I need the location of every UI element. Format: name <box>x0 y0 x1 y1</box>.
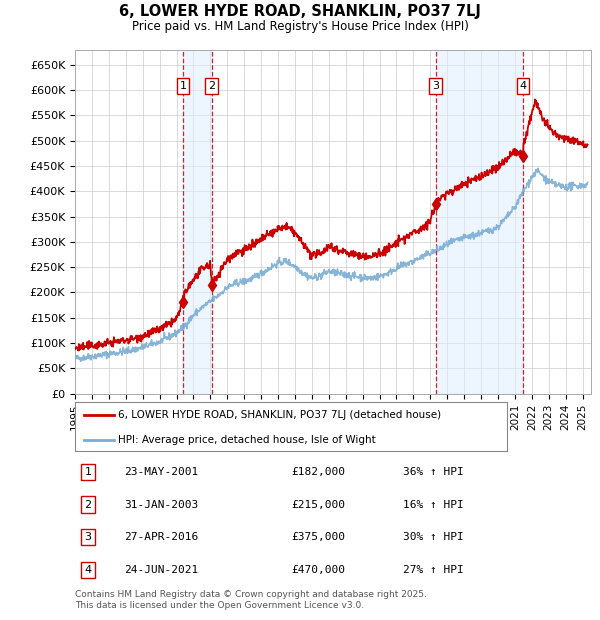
Text: 1: 1 <box>179 81 187 91</box>
Text: 24-JUN-2021: 24-JUN-2021 <box>124 565 198 575</box>
Text: Price paid vs. HM Land Registry's House Price Index (HPI): Price paid vs. HM Land Registry's House … <box>131 20 469 33</box>
Text: 4: 4 <box>520 81 527 91</box>
Text: 1: 1 <box>85 467 91 477</box>
Text: 23-MAY-2001: 23-MAY-2001 <box>124 467 198 477</box>
Text: 30% ↑ HPI: 30% ↑ HPI <box>403 532 463 542</box>
Text: £470,000: £470,000 <box>292 565 346 575</box>
Text: Contains HM Land Registry data © Crown copyright and database right 2025.
This d: Contains HM Land Registry data © Crown c… <box>75 590 427 609</box>
Text: 6, LOWER HYDE ROAD, SHANKLIN, PO37 7LJ (detached house): 6, LOWER HYDE ROAD, SHANKLIN, PO37 7LJ (… <box>118 410 442 420</box>
Text: HPI: Average price, detached house, Isle of Wight: HPI: Average price, detached house, Isle… <box>118 435 376 445</box>
Text: 27% ↑ HPI: 27% ↑ HPI <box>403 565 463 575</box>
Text: £182,000: £182,000 <box>292 467 346 477</box>
Text: £215,000: £215,000 <box>292 500 346 510</box>
Text: 31-JAN-2003: 31-JAN-2003 <box>124 500 198 510</box>
Text: 3: 3 <box>432 81 439 91</box>
Text: 2: 2 <box>208 81 215 91</box>
Text: 6, LOWER HYDE ROAD, SHANKLIN, PO37 7LJ: 6, LOWER HYDE ROAD, SHANKLIN, PO37 7LJ <box>119 4 481 19</box>
Bar <box>183 50 212 394</box>
Bar <box>436 50 523 394</box>
Text: 2: 2 <box>85 500 91 510</box>
Text: 36% ↑ HPI: 36% ↑ HPI <box>403 467 463 477</box>
Text: 16% ↑ HPI: 16% ↑ HPI <box>403 500 463 510</box>
Text: 27-APR-2016: 27-APR-2016 <box>124 532 198 542</box>
Text: 4: 4 <box>85 565 91 575</box>
Text: 3: 3 <box>85 532 91 542</box>
Text: £375,000: £375,000 <box>292 532 346 542</box>
